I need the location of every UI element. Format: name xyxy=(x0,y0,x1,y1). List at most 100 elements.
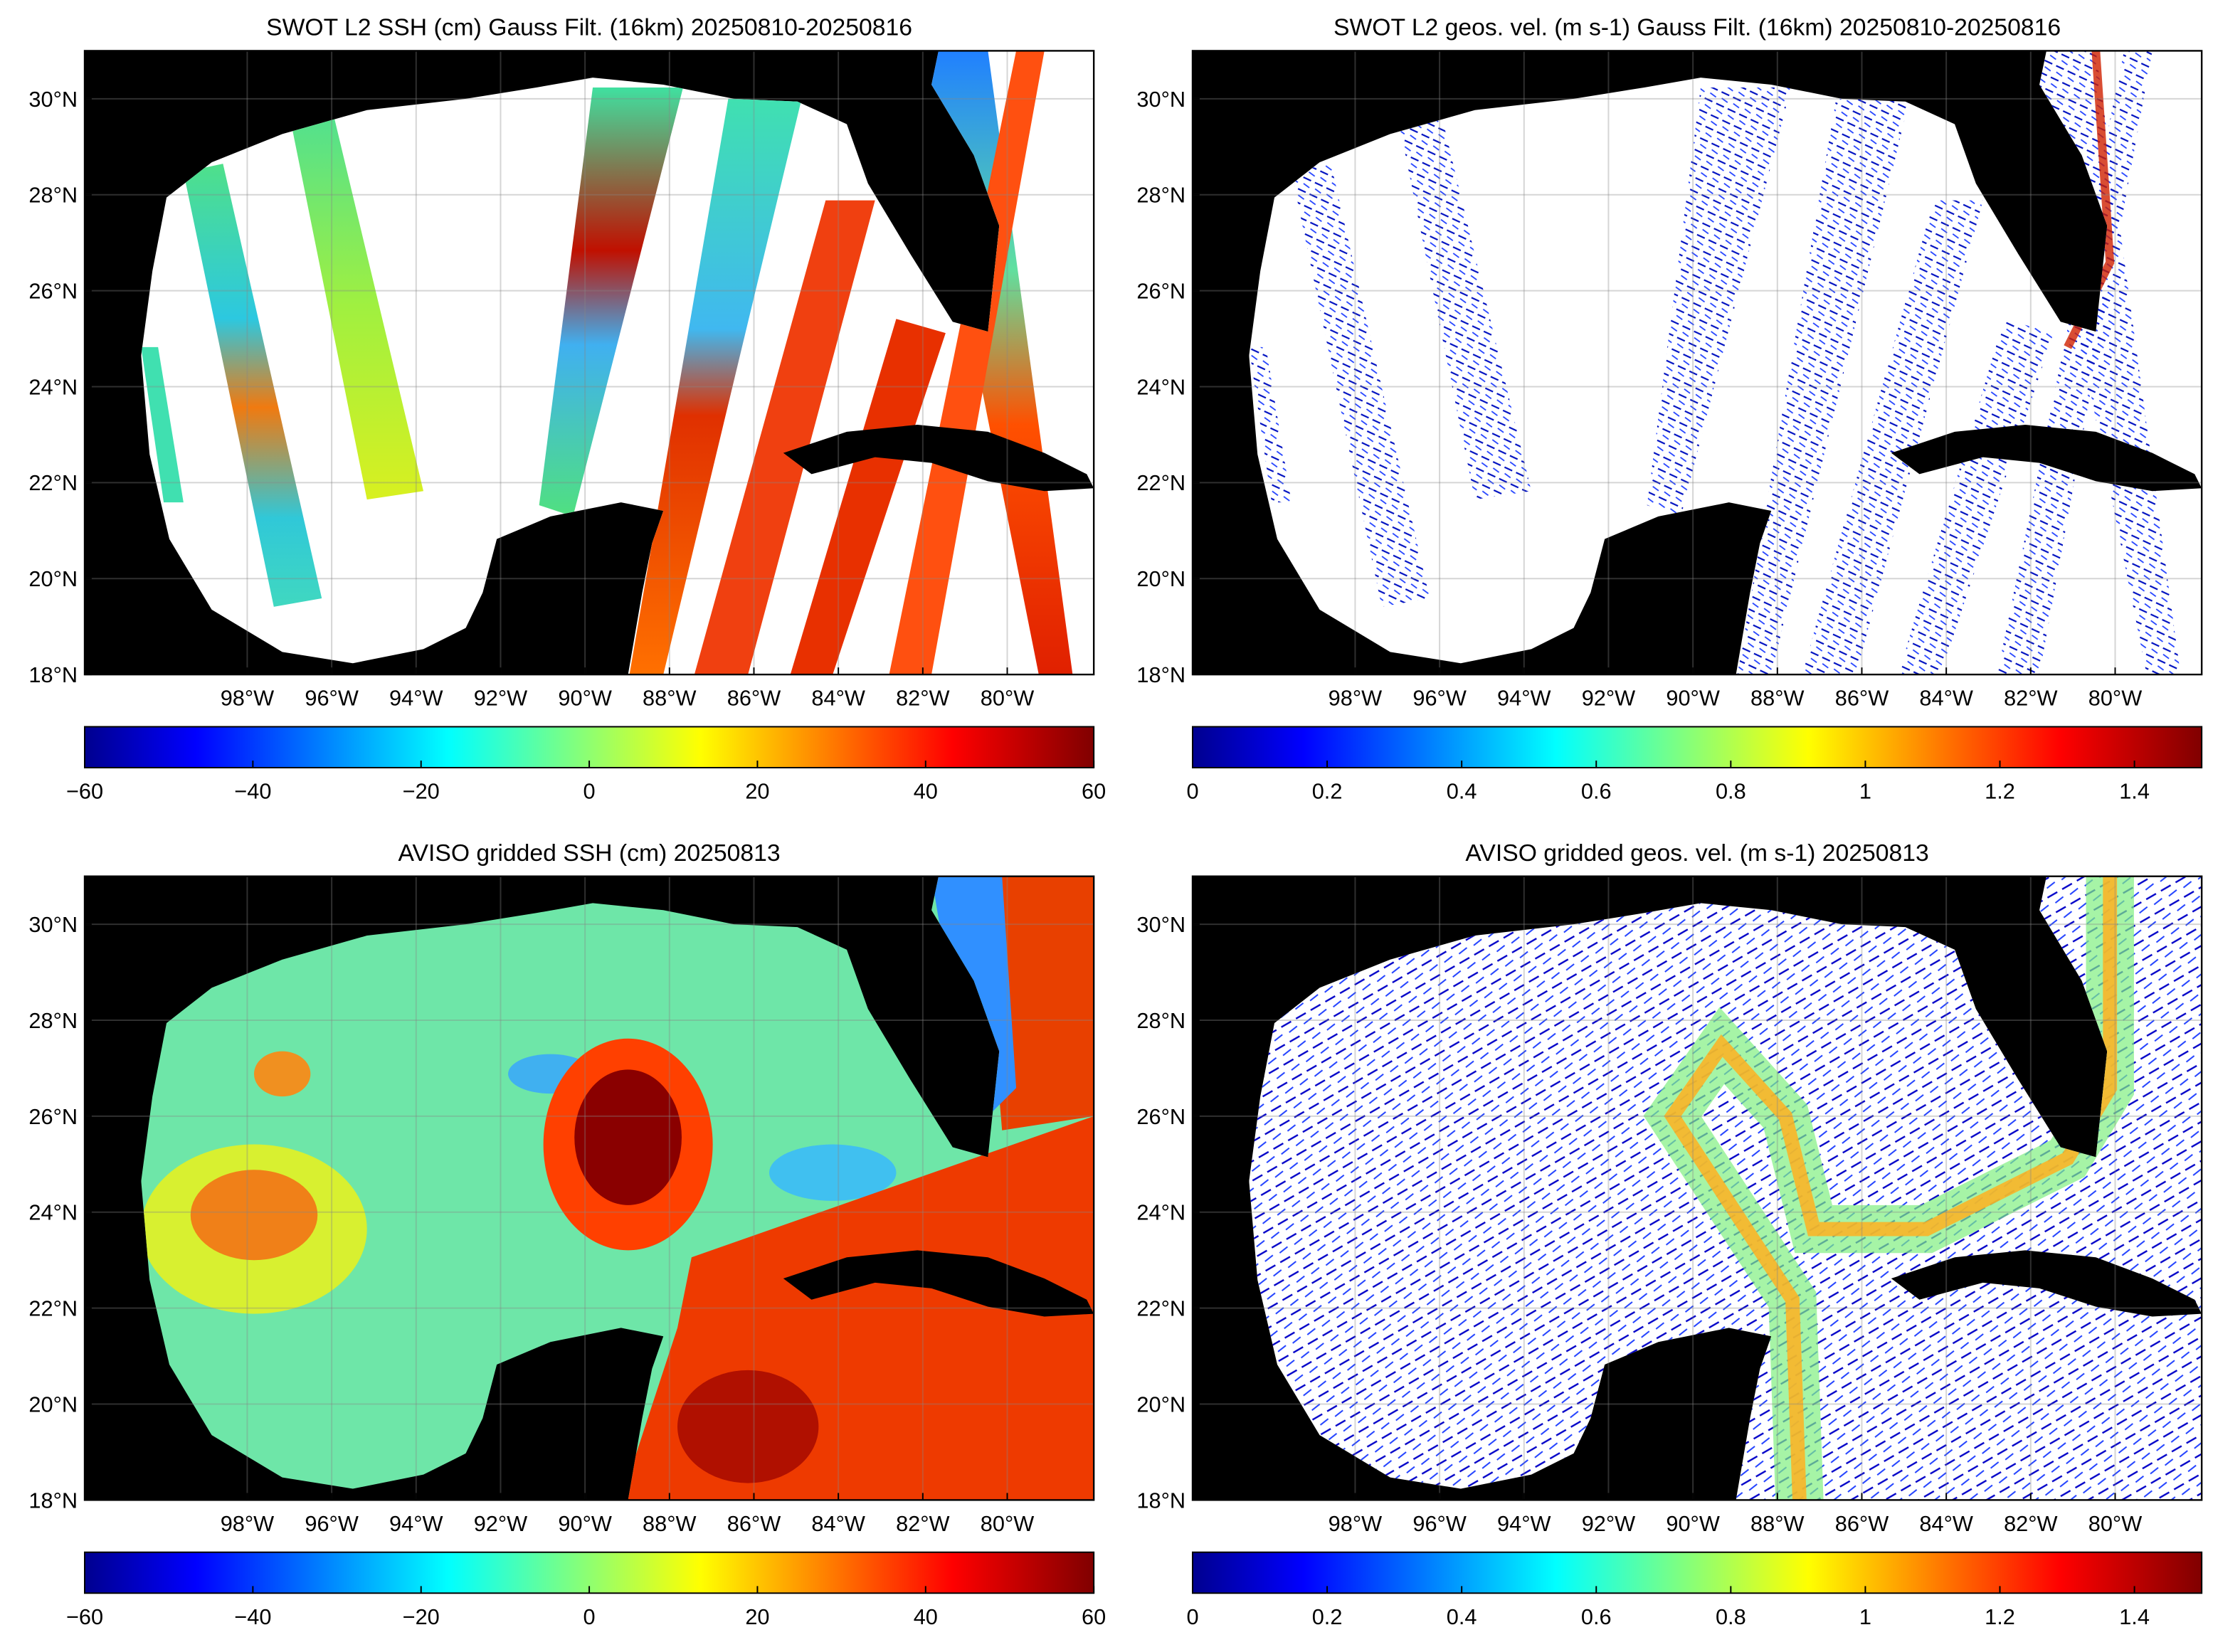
colorbar-tick-label: 1.2 xyxy=(1985,779,2015,804)
lon-tick-label: 96°W xyxy=(1412,686,1467,711)
lon-tick-label: 92°W xyxy=(1582,1511,1635,1536)
lon-tick-label: 96°W xyxy=(305,1511,359,1536)
ocean-layer xyxy=(141,876,1094,1500)
colorbar-tick-label: 0 xyxy=(583,779,596,804)
ssh-field xyxy=(254,1051,311,1097)
panel-title: AVISO gridded geos. vel. (m s-1) 2025081… xyxy=(1465,840,1928,867)
swath xyxy=(1291,164,1430,607)
colorbar: 0 0.2 0.4 0.6 0.8 1 1.2 1.4 xyxy=(1186,726,2203,804)
colorbar-gradient xyxy=(1191,1551,2203,1594)
colorbar-tick-label: 0.4 xyxy=(1447,779,1477,804)
ssh-field xyxy=(190,1170,318,1261)
lon-tick-label: 82°W xyxy=(896,686,950,711)
colorbar-tick-label: 1.4 xyxy=(2119,779,2150,804)
lat-tick-label: 22°N xyxy=(1136,470,1185,495)
swath xyxy=(1737,98,1910,675)
swath xyxy=(539,87,683,517)
colorbar-tick-label: 0.8 xyxy=(1716,779,1746,804)
lon-tick-label: 88°W xyxy=(1750,686,1805,711)
lat-tick-label: 20°N xyxy=(1136,566,1185,591)
panel-title: AVISO gridded SSH (cm) 20250813 xyxy=(398,840,781,867)
swath xyxy=(790,319,946,675)
lat-tick-label: 30°N xyxy=(1136,912,1185,937)
colorbar-tick-label: −40 xyxy=(234,1604,271,1629)
lon-tick-label: 94°W xyxy=(389,1511,443,1536)
lat-tick-label: 22°N xyxy=(28,1296,78,1321)
colorbar-tick-label: 60 xyxy=(1082,779,1106,804)
colorbar: −60 −40 −20 0 20 40 60 xyxy=(66,726,1106,804)
lon-tick-label: 92°W xyxy=(474,1511,527,1536)
lat-tick-label: 28°N xyxy=(1136,183,1185,208)
lat-tick-label: 26°N xyxy=(1136,278,1185,303)
colorbar-tick-label: 1 xyxy=(1859,779,1871,804)
lon-tick-label: 94°W xyxy=(1497,1511,1551,1536)
lat-tick-label: 24°N xyxy=(1136,374,1185,399)
lon-tick-label: 98°W xyxy=(1329,1511,1383,1536)
lat-tick-label: 18°N xyxy=(1136,662,1185,687)
lon-tick-label: 86°W xyxy=(727,686,781,711)
lon-tick-label: 92°W xyxy=(474,686,527,711)
lat-tick-label: 26°N xyxy=(1136,1104,1185,1129)
swath xyxy=(1802,200,1983,675)
lon-tick-label: 80°W xyxy=(2088,686,2143,711)
lat-tick-label: 24°N xyxy=(1136,1200,1185,1225)
colorbar-tick-label: 0 xyxy=(1186,779,1198,804)
lat-tick-label: 22°N xyxy=(28,470,78,495)
swath xyxy=(1249,346,1292,503)
swath xyxy=(1898,319,2054,675)
lat-tick-label: 20°N xyxy=(28,1392,78,1417)
swath xyxy=(141,346,184,503)
colorbar-tick-label: 0.6 xyxy=(1581,779,1612,804)
colorbar-tick-label: 40 xyxy=(914,779,938,804)
colorbar-tick-label: 0.4 xyxy=(1447,1604,1477,1629)
lon-tick-label: 88°W xyxy=(1750,1511,1805,1536)
lon-tick-label: 86°W xyxy=(1835,686,1889,711)
colorbar-tick-label: −20 xyxy=(403,779,440,804)
cuba xyxy=(1891,425,2202,492)
map-panel: 98°W 96°W 94°W 92°W 90°W 88°W 86°W 84°W 82°W 80°W… xyxy=(28,875,1106,1629)
lon-tick-label: 88°W xyxy=(643,1511,696,1536)
colorbar: −60 −40 −20 0 20 40 60 xyxy=(66,1551,1106,1629)
lat-tick-label: 26°N xyxy=(28,1104,78,1129)
ssh-field xyxy=(574,1069,682,1205)
colorbar-tick-label: 40 xyxy=(914,1604,938,1629)
lon-tick-label: 80°W xyxy=(2088,1511,2143,1536)
lon-tick-label: 84°W xyxy=(811,1511,865,1536)
colorbar-tick-label: −40 xyxy=(234,779,271,804)
colorbar-tick-label: −60 xyxy=(66,779,103,804)
lat-tick-label: 28°N xyxy=(1136,1008,1185,1033)
colorbar-tick-label: 0.2 xyxy=(1312,1604,1343,1629)
map-panel: 98°W 96°W 94°W 92°W 90°W 88°W 86°W 84°W 82°W 80°W… xyxy=(28,50,1106,804)
swath xyxy=(1647,87,1791,517)
lat-tick-label: 20°N xyxy=(1136,1392,1185,1417)
lat-tick-label: 24°N xyxy=(28,1200,78,1225)
lat-tick-label: 28°N xyxy=(28,1008,78,1033)
lat-tick-label: 18°N xyxy=(1136,1488,1185,1513)
cuba xyxy=(1891,1250,2202,1317)
lat-tick-label: 30°N xyxy=(1136,87,1185,112)
lat-tick-label: 18°N xyxy=(28,1488,78,1513)
lon-tick-label: 96°W xyxy=(1412,1511,1467,1536)
ssh-field xyxy=(677,1370,819,1483)
axes-frame xyxy=(83,50,1095,676)
ocean-layer xyxy=(1249,51,2202,675)
colorbar-tick-label: −60 xyxy=(66,1604,103,1629)
lon-tick-label: 90°W xyxy=(558,686,611,711)
colorbar-tick-label: 60 xyxy=(1082,1604,1106,1629)
colorbar-tick-label: 20 xyxy=(745,779,769,804)
cuba xyxy=(783,425,1094,492)
lon-tick-label: 86°W xyxy=(727,1511,781,1536)
colorbar-tick-label: −20 xyxy=(403,1604,440,1629)
colorbar-tick-label: 1 xyxy=(1859,1604,1871,1629)
lon-tick-label: 90°W xyxy=(558,1511,611,1536)
colorbar-gradient xyxy=(1191,726,2203,768)
lon-tick-label: 80°W xyxy=(981,1511,1035,1536)
swath xyxy=(290,112,424,500)
colorbar-tick-label: 0.8 xyxy=(1716,1604,1746,1629)
colorbar-tick-label: 0 xyxy=(1186,1604,1198,1629)
lon-tick-label: 94°W xyxy=(1497,686,1551,711)
map-panel: 98°W 96°W 94°W 92°W 90°W 88°W 86°W 84°W 82°W 80°W… xyxy=(1136,50,2203,804)
ssh-field xyxy=(769,1144,897,1201)
lat-tick-label: 30°N xyxy=(28,87,78,112)
